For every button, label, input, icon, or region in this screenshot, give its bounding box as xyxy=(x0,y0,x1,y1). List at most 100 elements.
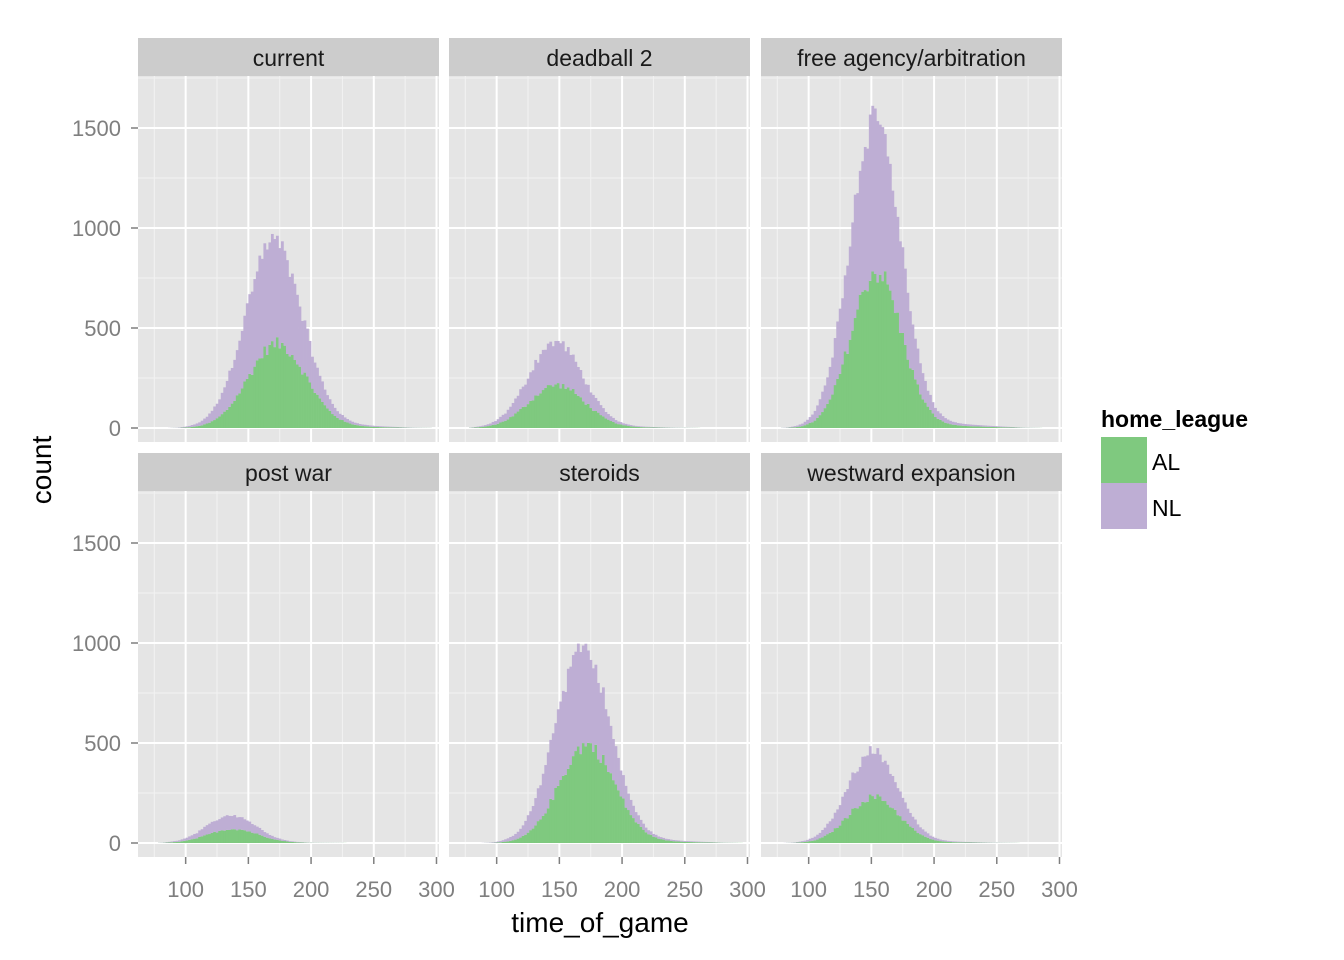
bar-al xyxy=(188,427,191,428)
bar-al xyxy=(263,346,267,428)
bar-al xyxy=(594,744,598,843)
bar-al xyxy=(944,422,947,428)
bar-al xyxy=(265,837,269,843)
bar-al xyxy=(316,394,319,428)
x-tick-label: 100 xyxy=(167,877,204,902)
bar-nl xyxy=(501,840,505,842)
bar-al xyxy=(311,388,314,428)
bar-nl xyxy=(898,241,902,333)
bar-nl xyxy=(926,833,930,838)
bar-al xyxy=(647,427,650,428)
bar-al xyxy=(826,403,830,428)
bar-nl xyxy=(200,420,204,426)
bar-al xyxy=(936,840,940,843)
bar-al xyxy=(667,840,671,843)
bar-al xyxy=(250,832,254,843)
bar-nl xyxy=(571,354,575,390)
bar-al xyxy=(519,409,523,428)
bar-nl xyxy=(652,833,655,837)
bar-al xyxy=(306,376,309,428)
bar-al xyxy=(178,841,181,843)
bar-al xyxy=(506,419,510,428)
bar-nl xyxy=(622,775,625,799)
y-axis-title: count xyxy=(26,436,57,505)
bar-nl xyxy=(664,838,668,841)
bar-al xyxy=(516,411,520,428)
y-tick-label: 1000 xyxy=(72,631,121,656)
bar-al xyxy=(564,388,568,428)
bar-nl xyxy=(248,294,252,374)
bar-al xyxy=(828,399,832,428)
bar-nl xyxy=(278,838,282,841)
bar-al xyxy=(893,809,897,843)
bar-al xyxy=(255,360,259,428)
bar-nl xyxy=(544,349,548,388)
bar-al xyxy=(644,832,648,843)
bar-nl xyxy=(255,826,259,834)
bar-al xyxy=(589,408,593,428)
bar-al xyxy=(951,842,955,843)
bar-al xyxy=(931,839,935,843)
bar-nl xyxy=(856,771,860,809)
bar-al xyxy=(268,344,272,428)
bar-nl xyxy=(363,424,367,427)
bar-nl xyxy=(619,422,623,425)
bar-al xyxy=(647,834,650,843)
bar-al xyxy=(891,300,895,428)
bar-al xyxy=(604,418,608,428)
y-tick-label: 1500 xyxy=(72,531,121,556)
x-tick-label: 200 xyxy=(293,877,330,902)
bar-nl xyxy=(195,833,199,839)
bar-al xyxy=(318,398,322,428)
bar-nl xyxy=(519,828,523,838)
bar-nl xyxy=(200,829,204,837)
bar-nl xyxy=(178,840,181,842)
bar-nl xyxy=(924,831,927,837)
bar-al xyxy=(235,830,239,843)
bar-nl xyxy=(208,413,212,423)
bar-nl xyxy=(596,682,600,760)
bar-nl xyxy=(846,789,850,819)
bar-nl xyxy=(629,425,633,427)
bar-nl xyxy=(966,424,970,427)
bar-al xyxy=(205,834,209,843)
bar-al xyxy=(574,751,578,843)
bar-al xyxy=(906,823,910,843)
bar-nl xyxy=(250,291,254,375)
bar-al xyxy=(484,426,487,428)
facet-strip-label: steroids xyxy=(559,460,640,486)
bar-al xyxy=(539,393,543,428)
bar-nl xyxy=(531,370,535,401)
bar-al xyxy=(235,395,239,428)
bar-al xyxy=(288,841,292,843)
bar-al xyxy=(944,841,947,843)
bar-nl xyxy=(519,389,523,410)
bar-nl xyxy=(888,773,892,808)
bar-al xyxy=(504,841,507,843)
bar-nl xyxy=(381,426,385,428)
x-axis-title: time_of_game xyxy=(511,907,688,938)
bar-nl xyxy=(788,426,792,428)
bar-nl xyxy=(828,366,832,400)
bar-nl xyxy=(180,839,184,842)
bar-nl xyxy=(627,424,630,426)
bar-al xyxy=(210,421,214,428)
bar-al xyxy=(689,842,693,843)
bar-nl xyxy=(599,405,603,416)
bar-nl xyxy=(883,134,887,272)
bar-al xyxy=(366,426,370,428)
bar-al xyxy=(308,382,312,428)
bar-nl xyxy=(634,812,638,823)
bar-al xyxy=(841,364,845,428)
bar-al xyxy=(627,425,630,428)
bar-al xyxy=(539,819,543,843)
bar-nl xyxy=(283,839,287,842)
bar-al xyxy=(934,416,937,428)
bar-nl xyxy=(956,841,960,843)
bar-al xyxy=(876,282,880,428)
bar-al xyxy=(240,388,244,428)
bar-nl xyxy=(496,419,500,424)
bar-nl xyxy=(258,255,262,359)
bar-nl xyxy=(366,425,370,427)
bar-nl xyxy=(556,340,560,384)
